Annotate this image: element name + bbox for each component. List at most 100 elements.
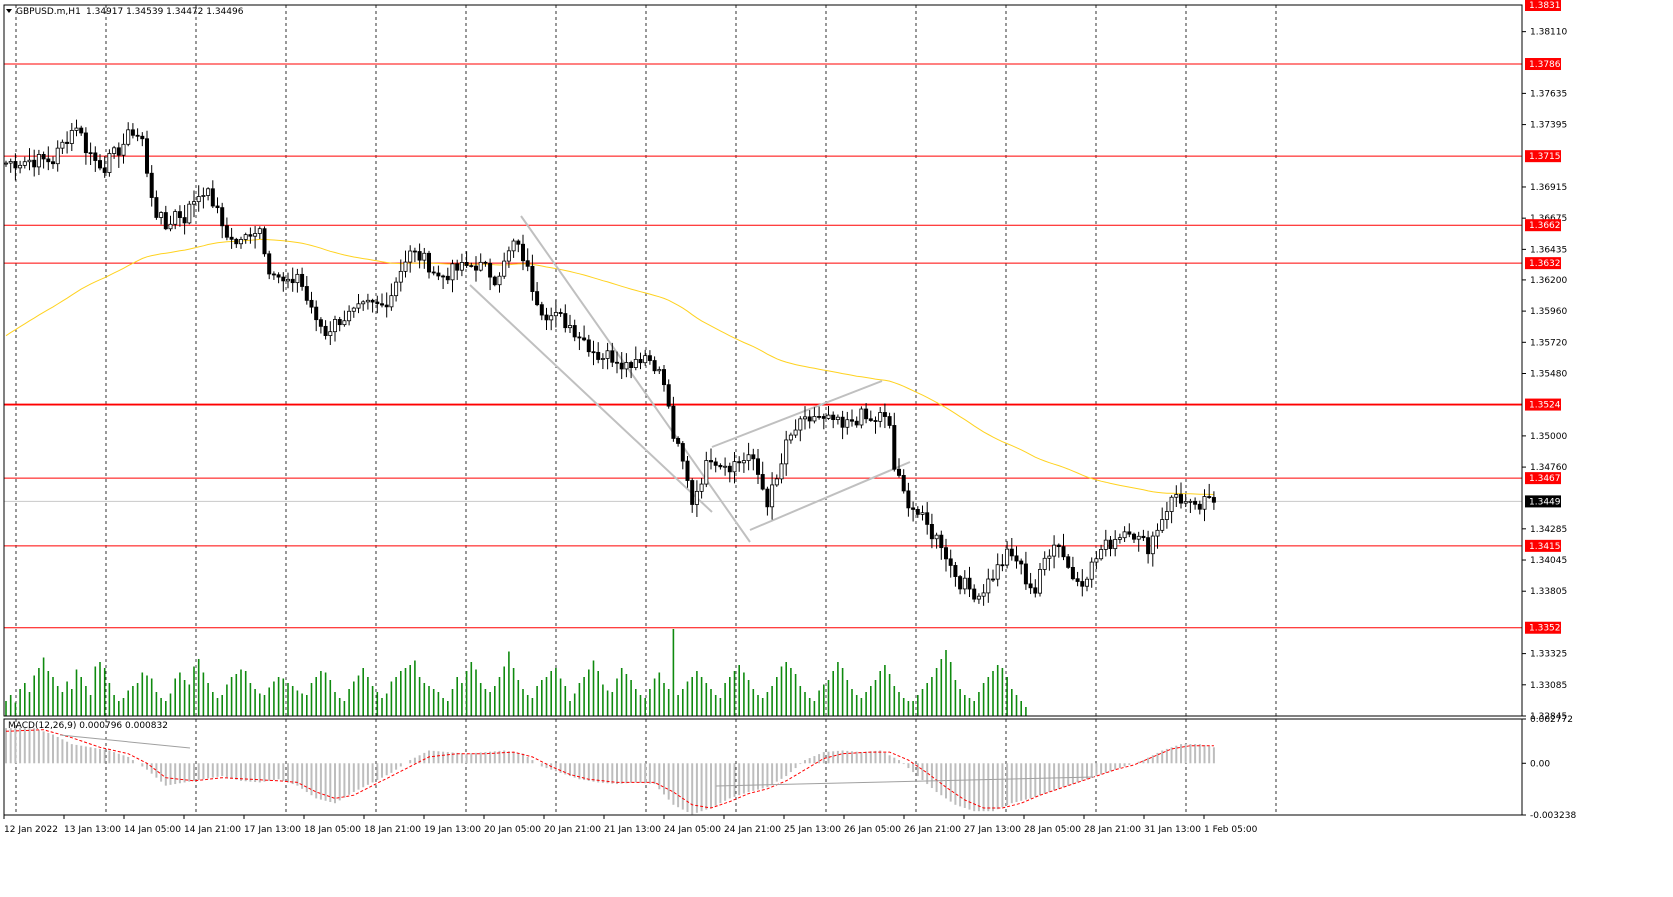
candle-body — [1085, 578, 1090, 587]
candle-body — [911, 507, 916, 510]
level-price-label: 1.36621 — [1529, 221, 1566, 231]
time-tick-label: 18 Jan 21:00 — [364, 825, 421, 835]
candle-body — [365, 299, 370, 303]
level-price-box[interactable] — [1525, 0, 1561, 11]
candle-body — [821, 416, 826, 419]
candle-body — [671, 405, 676, 439]
candle-body — [295, 273, 300, 284]
symbol-label: GBPUSD.m,H1 — [16, 7, 81, 17]
level-price-box[interactable] — [1525, 219, 1561, 232]
price-tick-label: 1.35960 — [1530, 307, 1567, 317]
candle-body — [74, 127, 79, 131]
time-tick-label: 21 Jan 13:00 — [604, 825, 661, 835]
time-tick-label: 26 Jan 21:00 — [904, 825, 961, 835]
candle-body — [196, 196, 201, 203]
candle-body — [483, 261, 488, 264]
candle-body — [182, 217, 187, 224]
candle-body — [1052, 544, 1057, 557]
candle-body — [756, 458, 761, 475]
candle-body — [1000, 564, 1005, 567]
price-axis[interactable]: 1.38110 1.37635 1.37395 1.36915 1.36675 1.364… — [1522, 0, 1567, 722]
candle-body — [328, 331, 333, 336]
level-price-box[interactable] — [1525, 472, 1561, 485]
candle-body — [238, 239, 243, 245]
candle-body — [361, 301, 366, 305]
level-price-box[interactable] — [1525, 398, 1561, 411]
candle-body — [1122, 531, 1127, 539]
channel-line[interactable] — [749, 461, 911, 531]
candle-body — [690, 480, 695, 505]
candle-body — [929, 523, 934, 540]
channel-line[interactable] — [469, 284, 713, 513]
candle-body — [1066, 556, 1071, 568]
candle-body — [285, 278, 290, 282]
time-tick-label: 28 Jan 05:00 — [1024, 825, 1081, 835]
channel-line[interactable] — [711, 380, 883, 448]
candle-body — [492, 276, 497, 286]
candle-body — [864, 408, 869, 420]
candle-body — [600, 358, 605, 360]
candle-body — [234, 238, 239, 245]
candle-body — [224, 225, 229, 238]
candle-body — [257, 228, 262, 234]
time-axis[interactable]: 12 Jan 2022 13 Jan 13:00 14 Jan 05:00 14 Ja… — [3, 815, 1258, 835]
candle-body — [318, 319, 323, 327]
candle-body — [1047, 555, 1052, 559]
candle-body — [450, 263, 455, 281]
candle-body — [986, 578, 991, 594]
candle-body — [859, 408, 864, 426]
candle-body — [596, 351, 601, 360]
candle-body — [643, 355, 648, 364]
candle-body — [220, 207, 225, 227]
candle-body — [206, 188, 211, 196]
level-price-box[interactable] — [1525, 150, 1561, 163]
candle-body — [342, 320, 347, 326]
candle-body — [276, 274, 281, 278]
candle-body — [168, 223, 173, 230]
candle-body — [962, 577, 967, 590]
candle-body — [159, 212, 164, 218]
candle-body — [906, 490, 911, 509]
level-price-box[interactable] — [1525, 58, 1561, 71]
level-price-box[interactable] — [1525, 621, 1561, 634]
candle-body — [469, 265, 474, 267]
candle-body — [793, 429, 798, 436]
candle-body — [1197, 503, 1202, 510]
candle-body — [1042, 557, 1047, 570]
time-tick-label: 14 Jan 21:00 — [184, 825, 241, 835]
candle-body — [572, 325, 577, 338]
candle-body — [840, 416, 845, 428]
candle-body — [615, 361, 620, 364]
candle-body — [79, 127, 84, 134]
price-tick-label: 1.35000 — [1530, 432, 1567, 442]
candle-body — [1174, 494, 1179, 498]
trend-channel[interactable] — [469, 215, 911, 543]
level-price-box[interactable] — [1525, 539, 1561, 552]
candle-body — [300, 273, 305, 287]
price-tick-label: 1.35480 — [1530, 369, 1567, 379]
time-tick-label: 25 Jan 13:00 — [784, 825, 841, 835]
price-tick-label: 1.33085 — [1530, 681, 1567, 691]
candle-body — [807, 416, 812, 422]
candle-body — [356, 303, 361, 309]
candle-body — [718, 464, 723, 468]
candle-body — [1160, 519, 1165, 531]
channel-line[interactable] — [520, 215, 751, 543]
candle-body — [948, 558, 953, 566]
main-pane-border — [3, 4, 1523, 717]
candle-body — [398, 270, 403, 283]
candle-body — [967, 577, 972, 590]
chart-frame — [3, 4, 1523, 816]
collapse-triangle-icon[interactable] — [6, 9, 12, 13]
candle-body — [422, 252, 427, 261]
candle-body — [972, 588, 977, 600]
time-tick-label: 28 Jan 21:00 — [1084, 825, 1141, 835]
candle-body — [215, 205, 220, 209]
candle-body — [130, 129, 135, 136]
price-tick-label: 1.35720 — [1530, 338, 1567, 348]
level-price-label: 1.35241 — [1529, 401, 1566, 411]
level-price-box[interactable] — [1525, 257, 1561, 270]
candle-body — [1211, 497, 1216, 503]
candle-body — [568, 325, 573, 329]
